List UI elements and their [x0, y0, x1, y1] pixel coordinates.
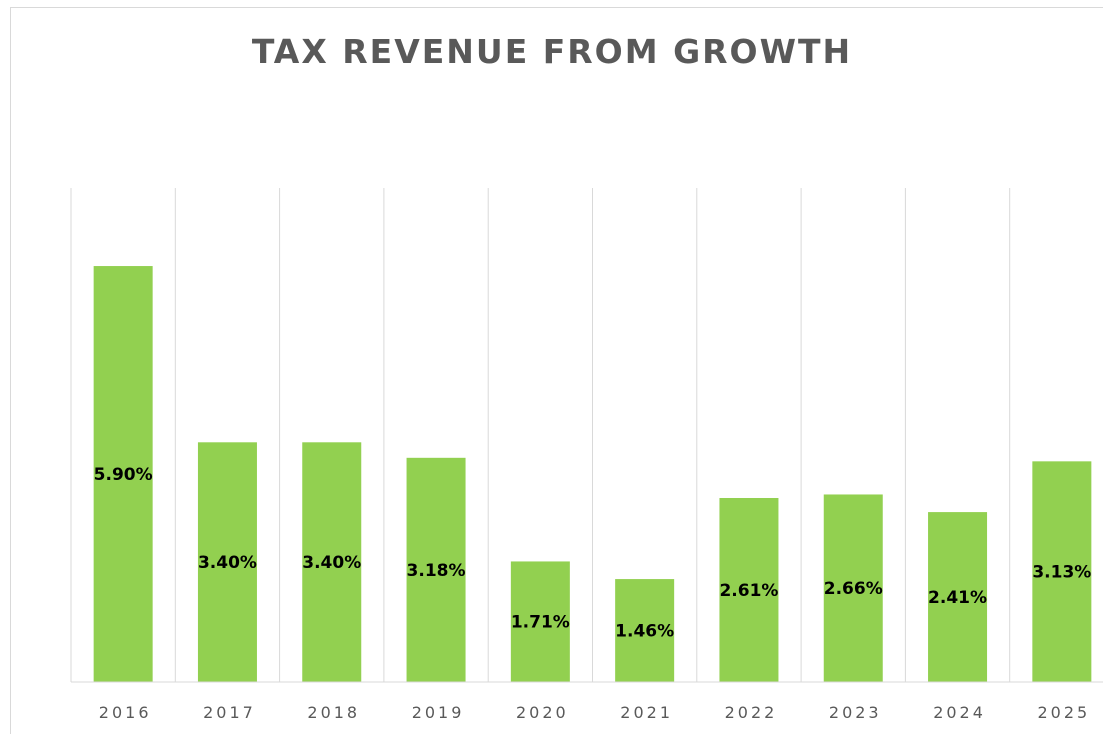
data-label-2016: 5.90%: [94, 465, 153, 485]
data-label-2017: 3.40%: [198, 553, 257, 573]
tick-label-2023: 2023: [829, 703, 882, 722]
data-labels: 5.90% 3.40% 3.40% 3.18% 1.71% 1.46% 2.61% 2.66%…: [94, 465, 1092, 642]
tick-label-2022: 2022: [725, 703, 778, 722]
data-label-2020: 1.71%: [511, 613, 570, 633]
data-label-2021: 1.46%: [615, 622, 674, 642]
data-label-2025: 3.13%: [1032, 563, 1091, 583]
bar-2024: [928, 512, 988, 682]
x-axis-tick-labels: 2016 2017 2018 2019 2020 2021 2022 2023 2024 2025: [99, 703, 1090, 722]
tick-label-2020: 2020: [516, 703, 569, 722]
bar-2022: [719, 497, 779, 682]
tick-label-2017: 2017: [203, 703, 256, 722]
bar-2020: [510, 561, 570, 682]
data-label-2023: 2.66%: [824, 579, 883, 599]
tick-label-2021: 2021: [620, 703, 673, 722]
chart-title: TAX REVENUE FROM GROWTH: [251, 32, 853, 71]
tick-label-2019: 2019: [412, 703, 465, 722]
bar-2018: [302, 442, 362, 682]
gridlines: [70, 188, 1011, 682]
bar-2017: [197, 442, 257, 682]
data-label-2022: 2.61%: [719, 581, 778, 601]
tick-label-2018: 2018: [307, 703, 360, 722]
data-label-2019: 3.18%: [407, 561, 466, 581]
bar-2019: [406, 457, 466, 682]
tick-label-2025: 2025: [1037, 703, 1090, 722]
bar-2025: [1032, 461, 1092, 682]
tick-label-2024: 2024: [933, 703, 986, 722]
bars: [93, 266, 1092, 682]
bar-2021: [615, 579, 675, 682]
bar-2023: [823, 494, 883, 682]
data-label-2018: 3.40%: [302, 553, 361, 573]
tick-label-2016: 2016: [99, 703, 152, 722]
bar-2016: [93, 266, 153, 682]
data-label-2024: 2.41%: [928, 588, 987, 608]
